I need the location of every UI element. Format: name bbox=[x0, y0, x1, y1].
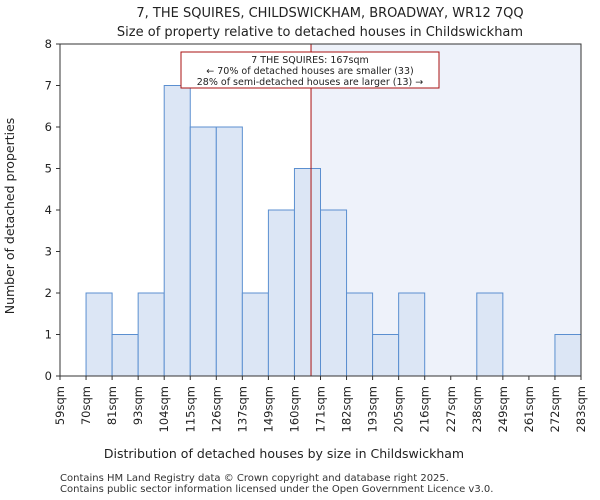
bar-70sqm bbox=[85, 292, 113, 377]
y-tick-label-0: 0 bbox=[45, 369, 52, 383]
bar-272sqm bbox=[554, 334, 582, 377]
annotation-line1: 7 THE SQUIRES: 167sqm bbox=[251, 55, 369, 66]
y-tick-label-5: 5 bbox=[45, 162, 52, 176]
annotation-frame bbox=[180, 51, 440, 89]
x-tick-label-104sqm: 104sqm bbox=[157, 386, 171, 432]
footer-line1: Contains HM Land Registry data © Crown c… bbox=[60, 473, 449, 484]
chart-title-line2: Size of property relative to detached ho… bbox=[117, 25, 523, 40]
x-tick-label-182sqm: 182sqm bbox=[340, 386, 354, 432]
y-tick-label-2: 2 bbox=[45, 286, 52, 300]
bar-93sqm bbox=[137, 292, 165, 377]
bar-205sqm bbox=[398, 292, 426, 377]
bar-126sqm bbox=[215, 126, 243, 377]
bar-160sqm bbox=[293, 168, 322, 377]
footer-line2: Contains public sector information licen… bbox=[60, 484, 494, 495]
annotation-line2: ← 70% of detached houses are smaller (33… bbox=[206, 66, 413, 77]
x-tick-label-205sqm: 205sqm bbox=[392, 386, 406, 432]
y-tick-label-1: 1 bbox=[45, 328, 52, 342]
x-tick-label-115sqm: 115sqm bbox=[183, 386, 197, 432]
x-tick-label-126sqm: 126sqm bbox=[209, 386, 223, 432]
bar-193sqm bbox=[372, 334, 400, 377]
x-tick-label-137sqm: 137sqm bbox=[235, 386, 249, 432]
chart-title-line1: 7, THE SQUIRES, CHILDSWICKHAM, BROADWAY,… bbox=[136, 6, 523, 21]
x-tick-label-81sqm: 81sqm bbox=[105, 386, 119, 425]
y-ticks: 0 1 2 3 4 5 6 7 8 bbox=[45, 37, 60, 383]
x-tick-label-238sqm: 238sqm bbox=[470, 386, 484, 432]
y-tick-label-7: 7 bbox=[45, 79, 52, 93]
annotation-box: 7 THE SQUIRES: 167sqm ← 70% of detached … bbox=[180, 51, 440, 89]
x-tick-label-70sqm: 70sqm bbox=[79, 386, 93, 425]
bars-group bbox=[85, 85, 582, 377]
bar-137sqm bbox=[241, 292, 269, 377]
bar-238sqm bbox=[476, 292, 504, 377]
x-tick-label-93sqm: 93sqm bbox=[131, 386, 145, 425]
y-tick-label-8: 8 bbox=[45, 37, 52, 51]
bar-149sqm bbox=[267, 209, 295, 377]
x-tick-label-272sqm: 272sqm bbox=[548, 386, 562, 432]
bar-81sqm bbox=[111, 334, 139, 377]
x-tick-label-249sqm: 249sqm bbox=[496, 386, 510, 432]
x-axis-label: Distribution of detached houses by size … bbox=[104, 446, 464, 461]
x-tick-label-193sqm: 193sqm bbox=[366, 386, 380, 432]
x-tick-label-160sqm: 160sqm bbox=[287, 386, 301, 432]
x-ticks: 59sqm 70sqm 81sqm 93sqm 104sqm 115sqm 126sqm 13… bbox=[53, 376, 588, 432]
x-tick-label-261sqm: 261sqm bbox=[522, 386, 536, 432]
x-tick-label-149sqm: 149sqm bbox=[261, 386, 275, 432]
bar-104sqm bbox=[163, 85, 191, 377]
bar-171sqm bbox=[320, 209, 348, 377]
y-axis-label: Number of detached properties bbox=[2, 118, 17, 315]
y-tick-label-4: 4 bbox=[45, 203, 52, 217]
x-tick-label-59sqm: 59sqm bbox=[53, 386, 67, 425]
x-tick-label-227sqm: 227sqm bbox=[444, 386, 458, 432]
x-tick-label-283sqm: 283sqm bbox=[574, 386, 588, 432]
x-tick-label-216sqm: 216sqm bbox=[418, 386, 432, 432]
bar-115sqm bbox=[189, 126, 217, 377]
annotation-line3: 28% of semi-detached houses are larger (… bbox=[197, 77, 424, 88]
y-tick-label-3: 3 bbox=[45, 245, 52, 259]
bar-182sqm bbox=[346, 292, 374, 377]
y-tick-label-6: 6 bbox=[45, 120, 52, 134]
x-tick-label-171sqm: 171sqm bbox=[314, 386, 328, 432]
